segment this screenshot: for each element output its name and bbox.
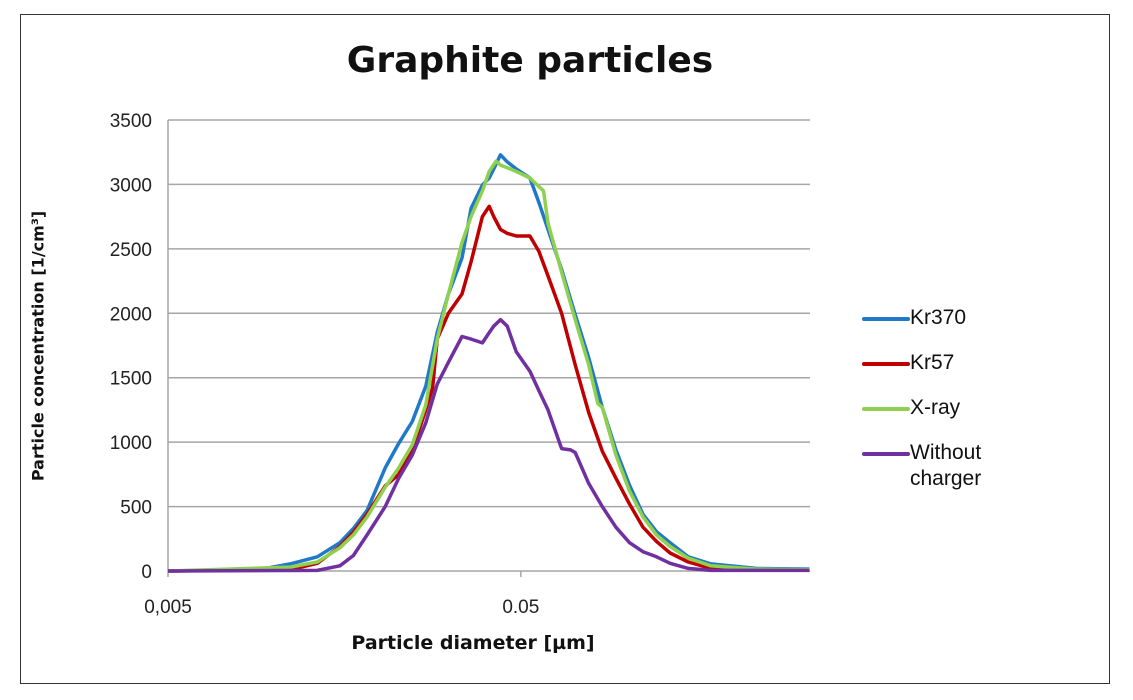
legend-label: Kr57 bbox=[910, 351, 955, 374]
series-line-kr57 bbox=[167, 204, 810, 573]
legend-swatch bbox=[862, 317, 910, 321]
legend-label: Kr370 bbox=[910, 306, 967, 329]
series-line-without-charger bbox=[167, 317, 810, 573]
y-tick-label: 500 bbox=[120, 498, 152, 519]
y-tick-label: 2500 bbox=[110, 240, 152, 261]
chart-frame bbox=[20, 14, 1110, 684]
legend-label: Without charger bbox=[910, 441, 982, 490]
y-tick-label: 1500 bbox=[110, 369, 152, 390]
legend-item: Kr57 bbox=[862, 350, 1020, 376]
x-tick-label: 0.05 bbox=[502, 597, 539, 618]
series-line-x-ray bbox=[167, 159, 810, 573]
legend: Kr370 Kr57 X-ray Without charger bbox=[862, 305, 1020, 511]
legend-swatch bbox=[862, 407, 910, 411]
series-line-kr370 bbox=[167, 153, 810, 573]
legend-item: X-ray bbox=[862, 395, 1020, 421]
legend-item: Kr370 bbox=[862, 305, 1020, 331]
y-tick-label: 1000 bbox=[110, 433, 152, 454]
chart-title: Graphite particles bbox=[346, 40, 714, 81]
legend-label: X-ray bbox=[910, 396, 961, 419]
y-tick-label: 0 bbox=[141, 562, 152, 583]
y-tick-label: 2000 bbox=[110, 304, 152, 325]
legend-item: Without charger bbox=[862, 440, 1020, 492]
legend-swatch bbox=[862, 452, 910, 456]
x-tick-label: 0,005 bbox=[144, 597, 192, 618]
legend-swatch bbox=[862, 362, 910, 366]
y-tick-label: 3500 bbox=[110, 111, 152, 132]
x-axis-label: Particle diameter [µm] bbox=[351, 632, 595, 654]
y-tick-label: 3000 bbox=[110, 175, 152, 196]
